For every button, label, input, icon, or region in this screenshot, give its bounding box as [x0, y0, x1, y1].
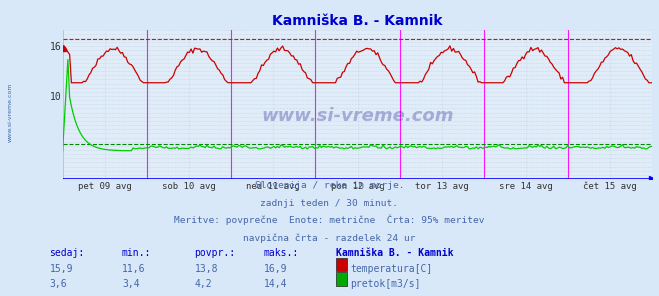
Title: Kamniška B. - Kamnik: Kamniška B. - Kamnik [272, 15, 443, 28]
Text: min.:: min.: [122, 248, 152, 258]
Text: sedaj:: sedaj: [49, 248, 84, 258]
Text: temperatura[C]: temperatura[C] [351, 264, 433, 274]
Text: 11,6: 11,6 [122, 264, 146, 274]
Text: 14,4: 14,4 [264, 279, 287, 289]
Text: 13,8: 13,8 [194, 264, 218, 274]
Text: 3,4: 3,4 [122, 279, 140, 289]
Text: Meritve: povprečne  Enote: metrične  Črta: 95% meritev: Meritve: povprečne Enote: metrične Črta:… [174, 215, 485, 226]
Text: 3,6: 3,6 [49, 279, 67, 289]
Text: 15,9: 15,9 [49, 264, 73, 274]
Text: Slovenija / reke in morje.: Slovenija / reke in morje. [255, 181, 404, 190]
Text: povpr.:: povpr.: [194, 248, 235, 258]
Text: maks.:: maks.: [264, 248, 299, 258]
Text: pretok[m3/s]: pretok[m3/s] [351, 279, 421, 289]
Text: zadnji teden / 30 minut.: zadnji teden / 30 minut. [260, 199, 399, 208]
Text: 4,2: 4,2 [194, 279, 212, 289]
Text: navpična črta - razdelek 24 ur: navpična črta - razdelek 24 ur [243, 234, 416, 243]
Text: 16,9: 16,9 [264, 264, 287, 274]
Text: www.si-vreme.com: www.si-vreme.com [8, 83, 13, 142]
Text: Kamniška B. - Kamnik: Kamniška B. - Kamnik [336, 248, 453, 258]
Text: www.si-vreme.com: www.si-vreme.com [261, 107, 454, 125]
